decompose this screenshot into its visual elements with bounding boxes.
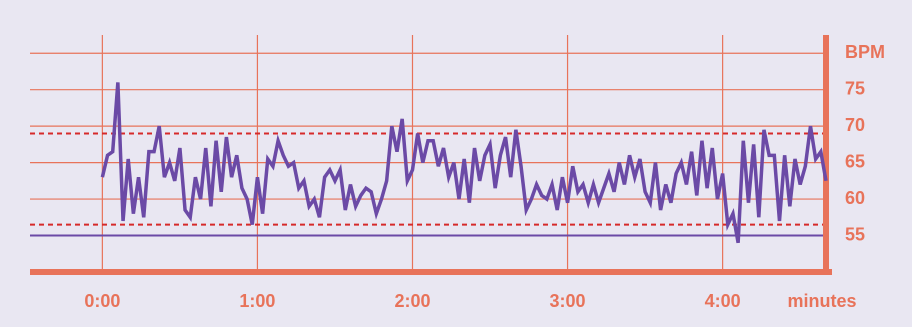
x-tick-label: 0:00 [84, 291, 120, 311]
x-tick-label: 1:00 [239, 291, 275, 311]
y-tick-label: BPM [845, 42, 885, 62]
x-tick-label: 2:00 [394, 291, 430, 311]
x-tick-label: 4:00 [705, 291, 741, 311]
x-tick-label: 3:00 [550, 291, 586, 311]
y-tick-label: 75 [845, 78, 865, 98]
y-tick-label: 65 [845, 151, 865, 171]
y-tick-label: 60 [845, 188, 865, 208]
y-tick-label: 55 [845, 224, 865, 244]
x-axis-label: minutes [787, 291, 856, 311]
heart-rate-line [100, 82, 828, 244]
y-tick-label: 70 [845, 115, 865, 135]
